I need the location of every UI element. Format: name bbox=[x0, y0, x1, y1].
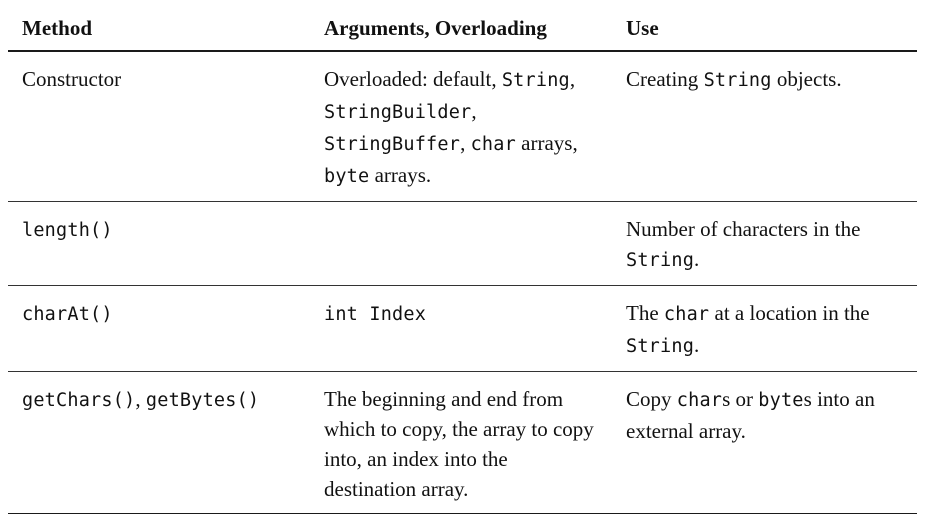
text-run: Creating bbox=[626, 67, 704, 91]
cell-use: The char at a location in the String. bbox=[612, 285, 917, 372]
table-body: Constructor Overloaded: default, String,… bbox=[8, 51, 917, 514]
text-run: The beginning and end from which to copy… bbox=[324, 387, 594, 501]
code-text: byte bbox=[758, 390, 804, 411]
table-row: charAt() int Index The char at a locatio… bbox=[8, 285, 917, 372]
text-run: Copy bbox=[626, 387, 677, 411]
code-text: StringBuilder bbox=[324, 102, 472, 123]
cell-use: Copy chars or bytes into an external arr… bbox=[612, 371, 917, 514]
text-run: Overloaded: default, bbox=[324, 67, 502, 91]
cell-text: Copy chars or bytes into an external arr… bbox=[626, 384, 909, 446]
code-text: getChars() bbox=[22, 390, 136, 411]
code-text: char bbox=[676, 390, 723, 411]
text-run: , bbox=[569, 67, 576, 91]
cell-arguments: int Index bbox=[310, 285, 612, 372]
text-run: , bbox=[135, 387, 146, 411]
code-text: String bbox=[626, 250, 695, 271]
cell-method: charAt() bbox=[8, 285, 310, 372]
text-run: , bbox=[460, 131, 471, 155]
cell-text: Constructor bbox=[22, 64, 302, 94]
code-text: String bbox=[626, 336, 695, 357]
cell-text: length() bbox=[22, 214, 302, 246]
table-row: getChars(), getBytes() The beginning and… bbox=[8, 371, 917, 514]
code-text: char bbox=[663, 304, 710, 325]
code-text: charAt() bbox=[22, 304, 113, 325]
header-row: Method Arguments, Overloading Use bbox=[8, 6, 917, 52]
cell-use: Number of characters in the String. bbox=[612, 201, 917, 286]
text-run: objects. bbox=[771, 67, 842, 91]
cell-use: Creating String objects. bbox=[612, 51, 917, 202]
text-run: Constructor bbox=[22, 67, 122, 91]
cell-text: charAt() bbox=[22, 298, 302, 330]
document: Method Arguments, Overloading Use Constr… bbox=[8, 6, 918, 514]
cell-text: getChars(), getBytes() bbox=[22, 384, 302, 416]
cell-text: Creating String objects. bbox=[626, 64, 909, 96]
cell-text: int Index bbox=[324, 298, 604, 330]
code-text: length() bbox=[22, 220, 113, 241]
text-run: arrays, bbox=[515, 131, 578, 155]
text-run: arrays. bbox=[369, 163, 432, 187]
cell-text: The char at a location in the String. bbox=[626, 298, 909, 362]
text-run: The bbox=[626, 301, 664, 325]
cell-text: The beginning and end from which to copy… bbox=[324, 384, 604, 504]
header-use: Use bbox=[612, 6, 917, 52]
code-text: StringBuffer bbox=[324, 134, 461, 155]
table-row: Constructor Overloaded: default, String,… bbox=[8, 51, 917, 202]
text-run: s into an external array. bbox=[626, 387, 875, 443]
text-run: . bbox=[694, 247, 700, 271]
text-run: Number of characters in the bbox=[626, 217, 861, 241]
cell-text: Overloaded: default, String, StringBuild… bbox=[324, 64, 604, 192]
table-row: length() Number of characters in the Str… bbox=[8, 201, 917, 286]
code-text: byte bbox=[324, 166, 370, 187]
header-arguments-overloading: Arguments, Overloading bbox=[310, 6, 612, 52]
text-run: . bbox=[694, 333, 700, 357]
text-run: s or bbox=[722, 387, 759, 411]
cell-arguments bbox=[310, 201, 612, 286]
cell-method: Constructor bbox=[8, 51, 310, 202]
cell-method: length() bbox=[8, 201, 310, 286]
text-run: , bbox=[471, 99, 477, 123]
header-method: Method bbox=[8, 6, 310, 52]
text-run: at a location in the bbox=[709, 301, 870, 325]
code-text: getBytes() bbox=[145, 390, 260, 411]
code-text: int Index bbox=[324, 304, 427, 325]
cell-text: Number of characters in the String. bbox=[626, 214, 909, 276]
table-header: Method Arguments, Overloading Use bbox=[8, 6, 917, 52]
cell-method: getChars(), getBytes() bbox=[8, 371, 310, 514]
cell-arguments: Overloaded: default, String, StringBuild… bbox=[310, 51, 612, 202]
code-text: String bbox=[703, 70, 772, 91]
cell-arguments: The beginning and end from which to copy… bbox=[310, 371, 612, 514]
string-methods-table: Method Arguments, Overloading Use Constr… bbox=[8, 6, 917, 514]
code-text: String bbox=[501, 70, 570, 91]
code-text: char bbox=[470, 134, 516, 155]
